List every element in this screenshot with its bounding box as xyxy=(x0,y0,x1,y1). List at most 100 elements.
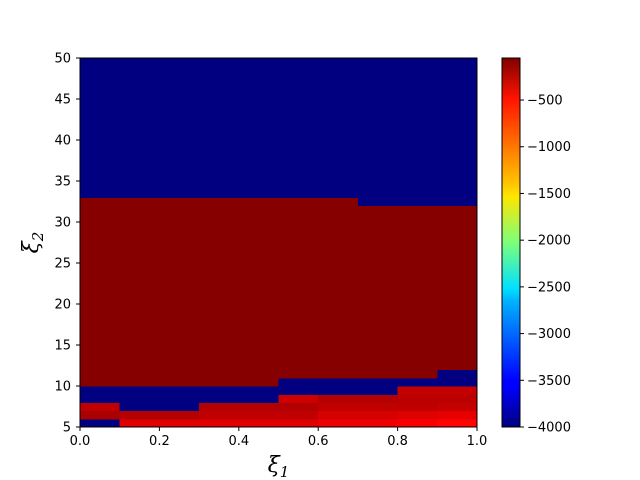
colorbar-tick-label: −500 xyxy=(527,94,563,109)
heatmap-cell xyxy=(159,394,200,403)
y-tick-label: 15 xyxy=(54,339,71,354)
heatmap-cell xyxy=(278,410,319,420)
y-tick-label: 30 xyxy=(54,216,71,231)
heatmap-cell xyxy=(119,410,160,420)
heatmap-cell xyxy=(437,394,478,403)
heatmap-cell xyxy=(278,377,319,395)
heatmap-cell xyxy=(119,418,160,428)
heatmap-cell xyxy=(437,386,478,395)
heatmap-cell xyxy=(238,418,280,428)
heatmap-cell xyxy=(437,369,478,387)
heatmap-cell xyxy=(80,386,121,395)
heatmap-cell xyxy=(397,205,438,379)
heatmap-cell xyxy=(119,402,160,412)
y-axis: 5 10 15 20 25 30 35 40 45 50 xyxy=(54,52,80,436)
heatmap-cell xyxy=(238,394,280,403)
heatmap-cell xyxy=(159,197,200,387)
heatmap-cell xyxy=(397,377,438,387)
y-tick-label: 25 xyxy=(54,257,71,272)
heatmap-cell xyxy=(119,197,160,387)
y-tick-label: 45 xyxy=(54,93,71,108)
heatmap-cell xyxy=(199,394,240,403)
plot-frame xyxy=(79,57,478,428)
y-tick-label: 5 xyxy=(63,421,71,436)
colorbar-tick-label: −1500 xyxy=(527,187,571,202)
y-tick-label: 10 xyxy=(54,380,71,395)
heatmap-cell xyxy=(119,58,160,198)
heatmap-cell xyxy=(199,418,240,428)
heatmap-cell xyxy=(159,418,200,428)
heatmap-cells xyxy=(80,58,478,428)
heatmap-cell xyxy=(278,58,319,198)
heatmap-cell xyxy=(357,418,399,428)
heatmap-cell xyxy=(199,402,240,412)
heatmap-cell xyxy=(357,410,399,420)
heatmap-cell xyxy=(238,197,280,387)
heatmap-cell xyxy=(437,410,478,420)
heatmap-cell xyxy=(278,394,319,403)
heatmap-cell xyxy=(119,386,160,395)
y-tick-label: 40 xyxy=(54,134,71,149)
heatmap-cell xyxy=(318,58,359,198)
colorbar-tick-label: −1000 xyxy=(527,140,571,155)
heatmap-cell xyxy=(80,394,121,403)
heatmap-cell xyxy=(397,58,438,207)
heatmap-cell xyxy=(199,386,240,395)
heatmap-cell xyxy=(80,197,121,387)
colorbar xyxy=(501,57,521,428)
x-tick-label: 0.0 xyxy=(70,434,91,449)
heatmap-cell xyxy=(238,58,280,198)
heatmap-cell xyxy=(199,410,240,420)
heatmap-cell xyxy=(80,58,121,198)
x-axis: 0.0 0.2 0.4 0.6 0.8 1.0 xyxy=(70,427,488,449)
heatmap-cell xyxy=(357,205,399,379)
heatmap-cell xyxy=(119,394,160,403)
x-tick-label: 1.0 xyxy=(467,434,488,449)
heatmap-cell xyxy=(397,402,438,412)
heatmap-cell xyxy=(159,58,200,198)
heatmap-cell xyxy=(238,410,280,420)
heatmap-cell xyxy=(357,377,399,395)
x-axis-label: ξ1 xyxy=(268,453,290,480)
y-tick-label: 35 xyxy=(54,175,71,190)
x-tick-label: 0.8 xyxy=(387,434,408,449)
heatmap-cell xyxy=(318,410,359,420)
heatmap-cell xyxy=(397,410,438,420)
heatmap-cell xyxy=(357,394,399,403)
heatmap-cell xyxy=(80,402,121,412)
heatmap-cell xyxy=(199,197,240,387)
heatmap-cell xyxy=(357,402,399,412)
x-tick-label: 0.6 xyxy=(308,434,329,449)
heatmap-cell xyxy=(80,410,121,420)
y-axis-label: ξ2 xyxy=(19,232,47,254)
heatmap-cell xyxy=(238,386,280,395)
heatmap-cell xyxy=(278,402,319,412)
heatmap-cell xyxy=(159,402,200,412)
x-tick-label: 0.2 xyxy=(149,434,170,449)
heatmap-cell xyxy=(397,418,438,428)
heatmap-cell xyxy=(318,394,359,403)
heatmap-cell xyxy=(318,402,359,412)
colorbar-ticks: −4000 −3500 −3000 −2500 −2000 −1500 −1000 −500 xyxy=(520,94,571,436)
colorbar-tick-label: −3000 xyxy=(527,327,571,342)
heatmap-cell xyxy=(357,58,399,207)
heatmap-cell xyxy=(278,418,319,428)
colorbar-tick-label: −2500 xyxy=(527,280,571,295)
heatmap-cell xyxy=(437,58,478,207)
heatmap-cell xyxy=(318,197,359,379)
x-tick-label: 0.4 xyxy=(228,434,249,449)
heatmap-cell xyxy=(437,402,478,412)
colorbar-tick-label: −2000 xyxy=(527,234,571,249)
heatmap-cell xyxy=(397,394,438,403)
heatmap-cell xyxy=(318,418,359,428)
heatmap-cell xyxy=(159,386,200,395)
heatmap-cell xyxy=(437,418,478,428)
colorbar-tick-label: −3500 xyxy=(527,374,571,389)
heatmap-cell xyxy=(238,402,280,412)
heatmap-cell xyxy=(437,205,478,371)
y-tick-label: 20 xyxy=(54,298,71,313)
heatmap-cell xyxy=(278,197,319,379)
heatmap-cell xyxy=(80,418,121,428)
colorbar-tick-label: −4000 xyxy=(527,421,571,436)
